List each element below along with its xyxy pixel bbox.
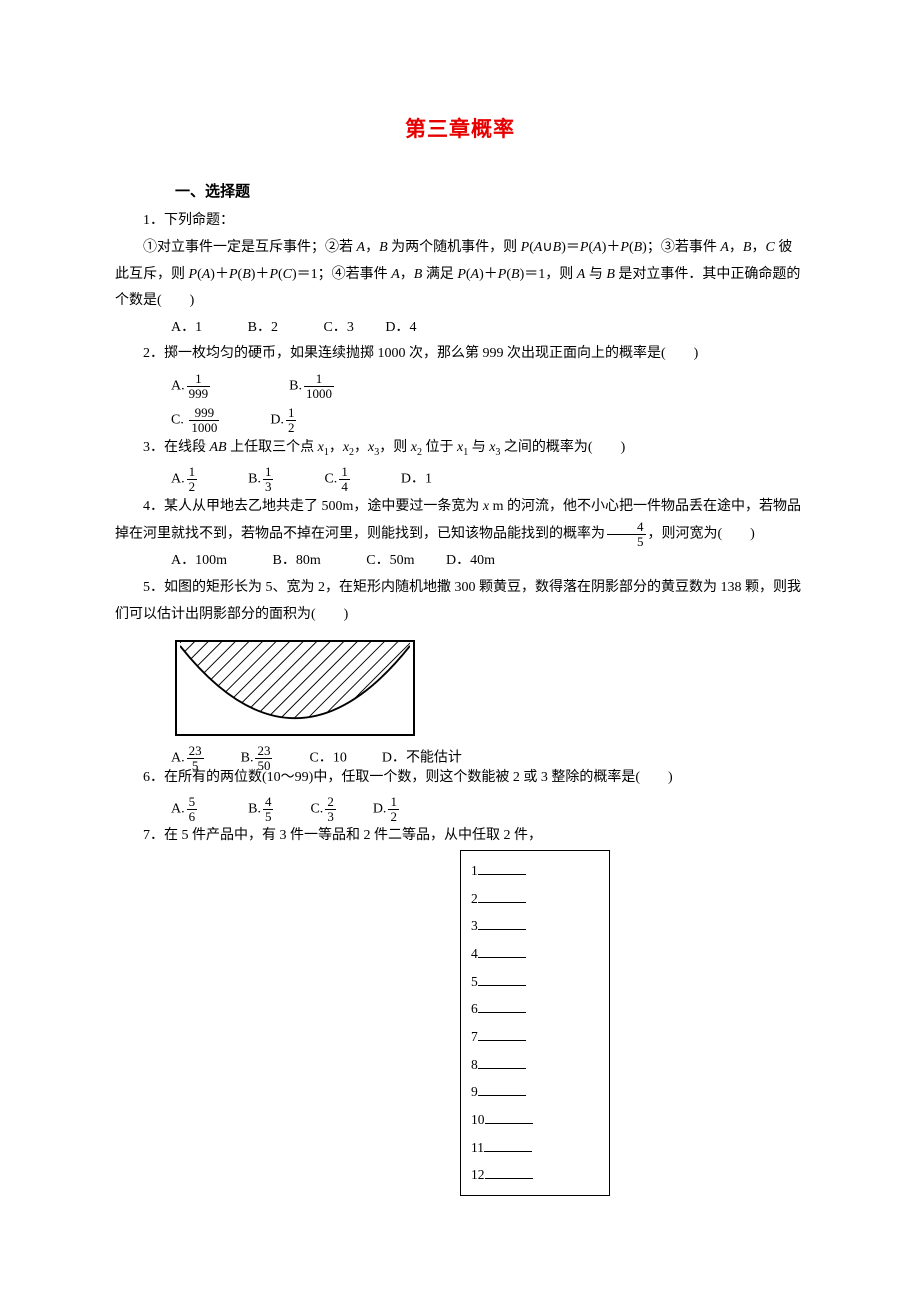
- q5-figure-svg: [177, 642, 413, 734]
- q3-opt-d: 1: [425, 472, 432, 487]
- answer-row-5: 5: [471, 968, 599, 996]
- page-root: 第三章概率 一、选择题 1．下列命题： ①对立事件一定是互斥事件；②若 A，B …: [0, 0, 920, 1302]
- answer-row-8: 8: [471, 1051, 599, 1079]
- answer-row-9: 9: [471, 1078, 599, 1106]
- q1-opt-d: 4: [409, 320, 416, 335]
- answer-row-10: 10: [471, 1106, 599, 1134]
- q2-opt-d-frac: 12: [284, 406, 299, 434]
- q5-opt-d: 不能估计: [406, 751, 462, 766]
- answer-row-2: 2: [471, 885, 599, 913]
- q4-opt-a: 100m: [195, 553, 227, 568]
- answer-sheet-box: 1 2 3 4 5 6 7 8 9 10 11 12: [460, 850, 610, 1196]
- q6-options: A.56 B.45 C.23 D.12: [171, 795, 805, 823]
- q4-opt-c: 50m: [390, 553, 415, 568]
- section-heading: 一、选择题: [175, 178, 805, 207]
- q1-stem: 1．下列命题：: [115, 208, 805, 235]
- answer-row-1: 1: [471, 857, 599, 885]
- q6-opt-c-frac: 23: [323, 795, 338, 823]
- q3-options: A.12 B.13 C.14 D．1: [171, 465, 805, 493]
- q4-stem: 4．某人从甲地去乙地共走了 500m，途中要过一条宽为 x m 的河流，他不小心…: [115, 494, 805, 549]
- q5-stem: 5．如图的矩形长为 5、宽为 2，在矩形内随机地撒 300 颗黄豆，数得落在阴影…: [115, 575, 805, 628]
- q5-figure-rectangle: [175, 640, 415, 736]
- q1-opt-a: 1: [195, 320, 202, 335]
- q3-opt-a-frac: 12: [185, 465, 200, 493]
- q2-options-row2: C. 9991000 D.12: [171, 406, 805, 434]
- q7-stem: 7．在 5 件产品中，有 3 件一等品和 2 件二等品，从中任取 2 件，: [115, 823, 805, 850]
- q4-frac: 45: [605, 520, 648, 548]
- q4-opt-b: 80m: [296, 553, 321, 568]
- q6-stem: 6．在所有的两位数(10～99)中，任取一个数，则这个数能被 2 或 3 整除的…: [115, 765, 805, 792]
- q3-opt-c-frac: 14: [337, 465, 352, 493]
- q3-opt-b-frac: 13: [261, 465, 276, 493]
- q5-opt-c: 10: [333, 751, 347, 766]
- answer-row-4: 4: [471, 940, 599, 968]
- q3-stem: 3．在线段 AB 上任取三个点 x1，x2，x3，则 x2 位于 x1 与 x3…: [115, 435, 805, 462]
- q6-opt-a-frac: 56: [185, 795, 200, 823]
- q2-opt-a-frac: 1999: [185, 372, 213, 400]
- answer-row-6: 6: [471, 995, 599, 1023]
- q1-conditions: ①对立事件一定是互斥事件；②若 A，B 为两个随机事件，则 P(A∪B)＝P(A…: [115, 235, 805, 315]
- q4-options: A．100m B．80m C．50m D．40m: [171, 548, 805, 575]
- q2-options-row1: A.1999 B.11000: [171, 372, 805, 400]
- q2-opt-b-frac: 11000: [302, 372, 336, 400]
- q2-stem: 2．掷一枚均匀的硬币，如果连续抛掷 1000 次，那么第 999 次出现正面向上…: [115, 341, 805, 368]
- q4-opt-d: 40m: [470, 553, 495, 568]
- answer-row-3: 3: [471, 912, 599, 940]
- q2-opt-c-frac: 9991000: [187, 406, 221, 434]
- q6-opt-d-frac: 12: [386, 795, 401, 823]
- answer-row-7: 7: [471, 1023, 599, 1051]
- q6-opt-b-frac: 45: [261, 795, 276, 823]
- q1-opt-b: 2: [271, 320, 278, 335]
- q1-options: A．1 B．2 C．3 D．4: [171, 315, 805, 342]
- answer-row-11: 11: [471, 1134, 599, 1162]
- answer-row-12: 12: [471, 1161, 599, 1189]
- chapter-title: 第三章概率: [115, 110, 805, 150]
- q1-opt-c: 3: [347, 320, 354, 335]
